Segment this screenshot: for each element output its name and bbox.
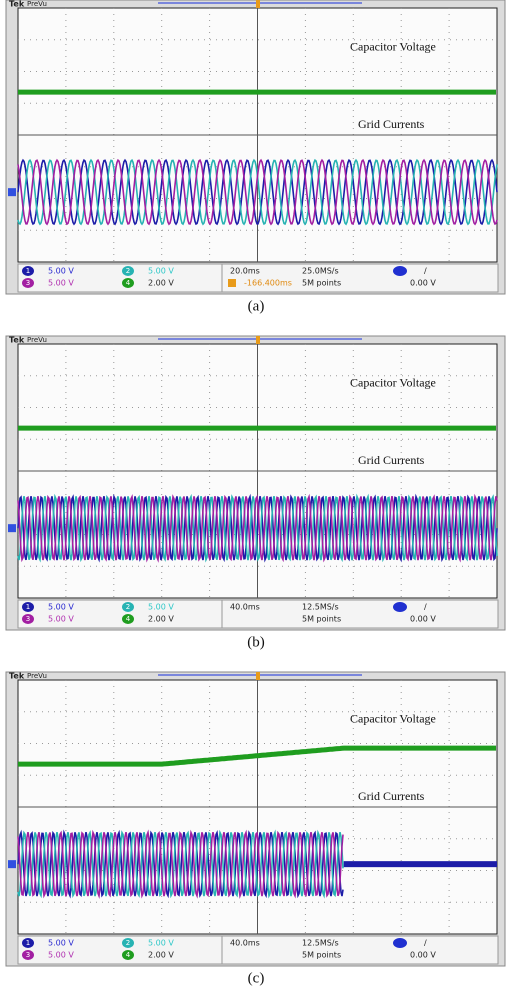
ch1-marker bbox=[8, 524, 16, 532]
trace-label: Grid Currents bbox=[358, 789, 425, 803]
caption: (b) bbox=[247, 634, 265, 650]
channel-scale: 5.00 V bbox=[48, 267, 74, 276]
channel-scale: 5.00 V bbox=[48, 951, 74, 960]
sample-rate: 25.0MS/s bbox=[302, 267, 339, 276]
channel-number: 3 bbox=[26, 279, 30, 287]
sample-rate: 12.5MS/s bbox=[302, 939, 339, 948]
mode: PreVu bbox=[27, 336, 47, 344]
trigger-level: 0.00 V bbox=[410, 615, 436, 624]
trigger-offset: -166.400ms bbox=[244, 279, 292, 288]
brand: Tek bbox=[9, 336, 25, 345]
mode: PreVu bbox=[27, 672, 47, 680]
trigger-badge bbox=[393, 938, 407, 948]
record-length: 5M points bbox=[302, 615, 341, 624]
mode: PreVu bbox=[27, 0, 47, 8]
channel-scale: 2.00 V bbox=[148, 951, 174, 960]
trace-label: Capacitor Voltage bbox=[350, 39, 436, 53]
channel-scale: 2.00 V bbox=[148, 279, 174, 288]
channel-number: 4 bbox=[126, 951, 131, 959]
channel-number: 3 bbox=[26, 951, 30, 959]
channel-scale: 2.00 V bbox=[148, 615, 174, 624]
channel-scale: 5.00 V bbox=[148, 603, 174, 612]
timebase: 40.0ms bbox=[230, 603, 260, 612]
channel-scale: 5.00 V bbox=[48, 939, 74, 948]
channel-scale: 5.00 V bbox=[148, 939, 174, 948]
offset-badge bbox=[228, 279, 236, 287]
record-length: 5M points bbox=[302, 951, 341, 960]
timebase: 40.0ms bbox=[230, 939, 260, 948]
trace-label: Grid Currents bbox=[358, 117, 425, 131]
channel-number: 3 bbox=[26, 615, 30, 623]
trigger-marker bbox=[256, 0, 260, 8]
trace-label: Grid Currents bbox=[358, 453, 425, 467]
trigger-marker bbox=[256, 336, 260, 344]
current-flat bbox=[344, 861, 497, 867]
caption: (c) bbox=[248, 970, 265, 986]
figure: TekPreVuCapacitor VoltageGrid Currents15… bbox=[0, 0, 511, 997]
trace-label: Capacitor Voltage bbox=[350, 375, 436, 389]
trigger-slope: / bbox=[424, 603, 427, 612]
trigger-level: 0.00 V bbox=[410, 951, 436, 960]
channel-scale: 5.00 V bbox=[48, 603, 74, 612]
sample-rate: 12.5MS/s bbox=[302, 603, 339, 612]
trigger-badge bbox=[393, 602, 407, 612]
ch1-marker bbox=[8, 188, 16, 196]
trigger-slope: / bbox=[424, 939, 427, 948]
trigger-badge bbox=[393, 266, 407, 276]
caption: (a) bbox=[248, 298, 265, 314]
channel-number: 1 bbox=[26, 939, 30, 947]
ch1-marker bbox=[8, 860, 16, 868]
trigger-level: 0.00 V bbox=[410, 279, 436, 288]
channel-number: 4 bbox=[126, 615, 131, 623]
channel-scale: 5.00 V bbox=[48, 279, 74, 288]
channel-number: 2 bbox=[126, 939, 130, 947]
trigger-marker bbox=[256, 672, 260, 680]
brand: Tek bbox=[9, 0, 25, 9]
channel-number: 1 bbox=[26, 603, 30, 611]
record-length: 5M points bbox=[302, 279, 341, 288]
channel-scale: 5.00 V bbox=[148, 267, 174, 276]
channel-scale: 5.00 V bbox=[48, 615, 74, 624]
channel-number: 1 bbox=[26, 267, 30, 275]
trigger-slope: / bbox=[424, 267, 427, 276]
timebase: 20.0ms bbox=[230, 267, 260, 276]
channel-number: 4 bbox=[126, 279, 131, 287]
brand: Tek bbox=[9, 672, 25, 681]
channel-number: 2 bbox=[126, 267, 130, 275]
trace-label: Capacitor Voltage bbox=[350, 711, 436, 725]
channel-number: 2 bbox=[126, 603, 130, 611]
